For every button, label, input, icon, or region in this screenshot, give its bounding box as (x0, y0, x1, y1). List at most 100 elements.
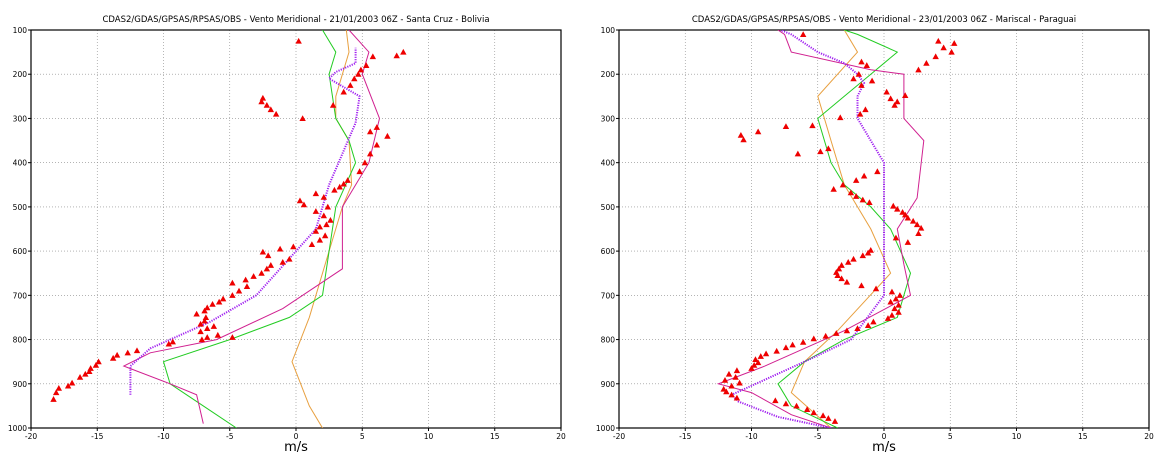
observation-point (839, 181, 847, 188)
observation-point (351, 75, 358, 82)
observation-point (748, 365, 755, 371)
x-tick-label: 0 (294, 432, 299, 441)
observation-point (858, 58, 865, 65)
observation-point (754, 128, 762, 135)
observation-point (864, 322, 872, 328)
observation-point (367, 150, 374, 157)
observation-point (272, 110, 280, 117)
observation-point (773, 347, 780, 354)
observation-point (215, 298, 223, 305)
observation-point (324, 203, 331, 210)
observation-point (830, 186, 837, 192)
x-tick-label: -20 (25, 432, 37, 441)
observation-point (887, 95, 894, 102)
x-tick-label: 5 (948, 432, 953, 441)
chart-title-right: CDAS2/GDAS/GPSAS/RPSAS/OBS - Vento Merid… (692, 15, 1076, 25)
observation-point (894, 98, 901, 105)
observation-point (862, 106, 869, 113)
y-tick-label: 200 (13, 70, 28, 79)
observation-point (856, 110, 864, 117)
observation-point (822, 332, 829, 339)
observation-point (169, 338, 176, 345)
observation-point (888, 312, 896, 318)
observation-point (892, 234, 900, 241)
observation-point (732, 373, 739, 380)
observation-point (55, 385, 63, 391)
series-dotted-line-3 (729, 30, 885, 428)
observation-point (854, 325, 861, 332)
observation-point (340, 180, 347, 187)
observation-point (258, 270, 265, 276)
series-line-1 (162, 30, 357, 428)
observation-point (891, 305, 898, 312)
observation-point (87, 365, 94, 371)
observation-point (951, 40, 958, 46)
observation-point (843, 327, 851, 334)
observation-point (896, 292, 904, 298)
observation-point (202, 314, 210, 321)
observation-point (329, 101, 337, 108)
observation-point (736, 379, 743, 386)
observation-point (323, 221, 330, 228)
grid-lines (618, 29, 1150, 429)
observation-point (92, 362, 100, 368)
observation-point (76, 373, 84, 380)
observation-point (858, 82, 865, 88)
observation-point (917, 224, 925, 231)
observation-point (113, 351, 121, 358)
observation-point (867, 247, 874, 253)
observation-point (915, 230, 922, 236)
observation-point (320, 212, 328, 219)
observation-point (95, 358, 102, 365)
observation-point (866, 199, 873, 206)
x-tick-label: 20 (556, 432, 566, 441)
y-tick-label: 100 (13, 26, 28, 35)
y-tick-label: 500 (601, 203, 616, 212)
observation-point (750, 362, 758, 368)
observation-point (817, 148, 824, 155)
observation-point (757, 353, 764, 359)
observation-point (267, 106, 275, 113)
observation-point (837, 114, 844, 121)
observation-point (752, 356, 759, 363)
observation-point (300, 201, 308, 208)
grid-lines (30, 29, 562, 429)
y-tick-label: 600 (13, 247, 28, 256)
observation-point (833, 330, 840, 336)
observation-point (384, 132, 391, 139)
x-tick-label: -15 (91, 432, 103, 441)
observation-point (204, 334, 211, 340)
y-tick-label: 400 (601, 159, 616, 168)
observation-point (242, 276, 249, 283)
x-tick-label: -5 (226, 432, 234, 441)
observation-point (935, 37, 942, 44)
observation-point (312, 190, 320, 197)
observation-point (835, 265, 843, 272)
observation-point (316, 236, 324, 243)
x-tick-label: 15 (1078, 432, 1088, 441)
observation-point (728, 391, 735, 398)
observation-point (923, 59, 930, 66)
observation-point (892, 295, 900, 302)
observation-point (733, 367, 741, 374)
series-dotted-line-3 (129, 47, 361, 395)
observation-point (843, 278, 851, 285)
observation-point (762, 350, 770, 357)
observation-point (799, 339, 807, 345)
observation-point (68, 379, 76, 386)
series-line-1 (777, 30, 912, 428)
observation-point (868, 77, 876, 84)
x-tick-label: -10 (157, 432, 169, 441)
observation-point (361, 159, 369, 166)
observation-point (904, 239, 912, 245)
observation-point (855, 71, 863, 77)
observation-point (299, 115, 306, 122)
observation-point (229, 292, 236, 298)
observation-point (904, 214, 912, 221)
x-tick-label: -10 (745, 432, 757, 441)
observation-point (367, 128, 374, 135)
observation-point (838, 275, 845, 282)
chart-title-left: CDAS2/GDAS/GPSAS/RPSAS/OBS - Vento Merid… (102, 15, 489, 25)
observation-point (793, 402, 800, 409)
observation-point (316, 223, 324, 230)
